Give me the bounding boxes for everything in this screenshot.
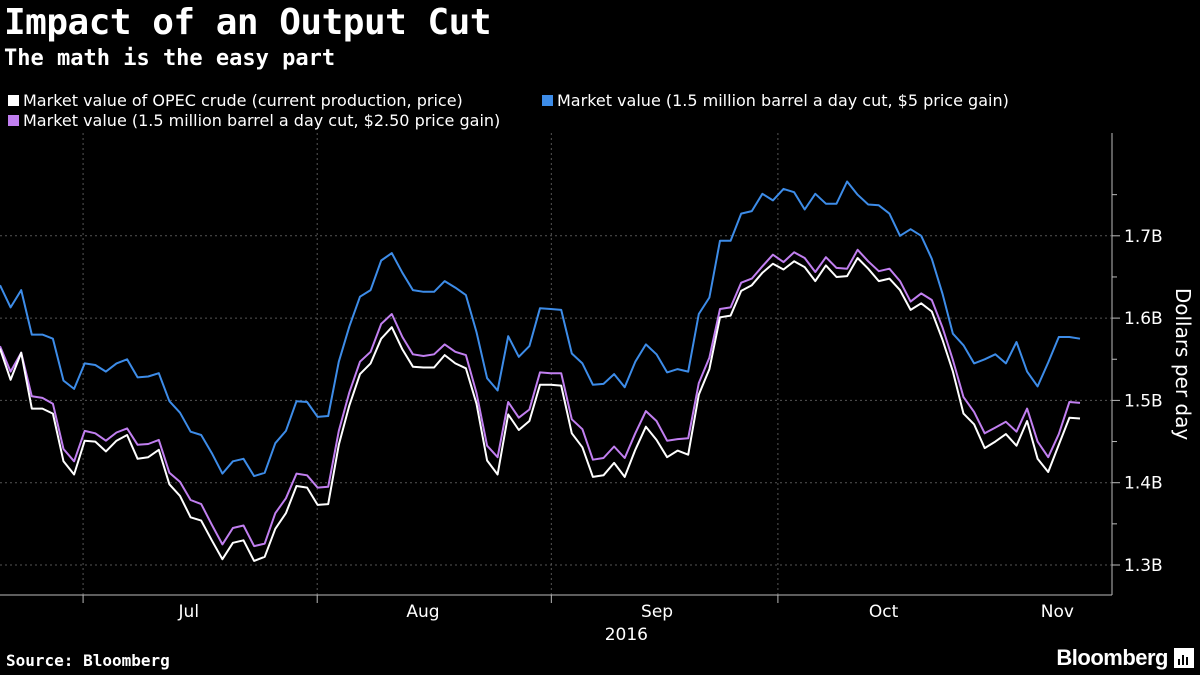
legend-swatch-five-dollar	[542, 95, 553, 106]
source-note: Source: Bloomberg	[6, 651, 170, 670]
series-line-1	[0, 248, 1081, 548]
legend-item-two-fifty: Market value (1.5 million barrel a day c…	[8, 111, 500, 130]
series-line-2	[0, 180, 1081, 478]
legend-swatch-current	[8, 95, 19, 106]
bloomberg-logo: Bloomberg	[1056, 645, 1168, 670]
legend-swatch-two-fifty	[8, 115, 19, 126]
bloomberg-chart-icon	[1174, 648, 1194, 668]
x-tick-label: Oct	[869, 602, 899, 622]
legend-item-five-dollar: Market value (1.5 million barrel a day c…	[542, 91, 1009, 110]
legend-item-current: Market value of OPEC crude (current prod…	[8, 91, 463, 110]
axes: 1.3B 1.4B 1.5B 1.6B 1.7B Jul Aug Sep Oct Nov 2016 D…	[0, 133, 1195, 645]
y-tick-label: 1.7B	[1124, 227, 1163, 247]
x-axis-year-label: 2016	[605, 625, 648, 645]
grid	[0, 133, 1112, 595]
legend-label-five-dollar: Market value (1.5 million barrel a day c…	[557, 91, 1009, 110]
y-tick-label: 1.5B	[1124, 391, 1163, 411]
y-tick-label: 1.4B	[1124, 474, 1163, 494]
y-axis-title: Dollars per day	[1171, 288, 1195, 441]
y-tick-label: 1.6B	[1124, 309, 1163, 329]
chart-subtitle: The math is the easy part	[4, 46, 336, 71]
y-tick-label: 1.3B	[1124, 556, 1163, 576]
series-line-0	[0, 257, 1081, 562]
x-tick-label: Nov	[1041, 602, 1074, 622]
series-lines	[0, 180, 1081, 562]
x-tick-label: Sep	[641, 602, 673, 622]
x-tick-label: Jul	[178, 602, 200, 622]
chart-title: Impact of an Output Cut	[4, 2, 492, 43]
legend-label-current: Market value of OPEC crude (current prod…	[23, 91, 463, 110]
x-tick-label: Aug	[406, 602, 439, 622]
legend-label-two-fifty: Market value (1.5 million barrel a day c…	[23, 111, 501, 130]
